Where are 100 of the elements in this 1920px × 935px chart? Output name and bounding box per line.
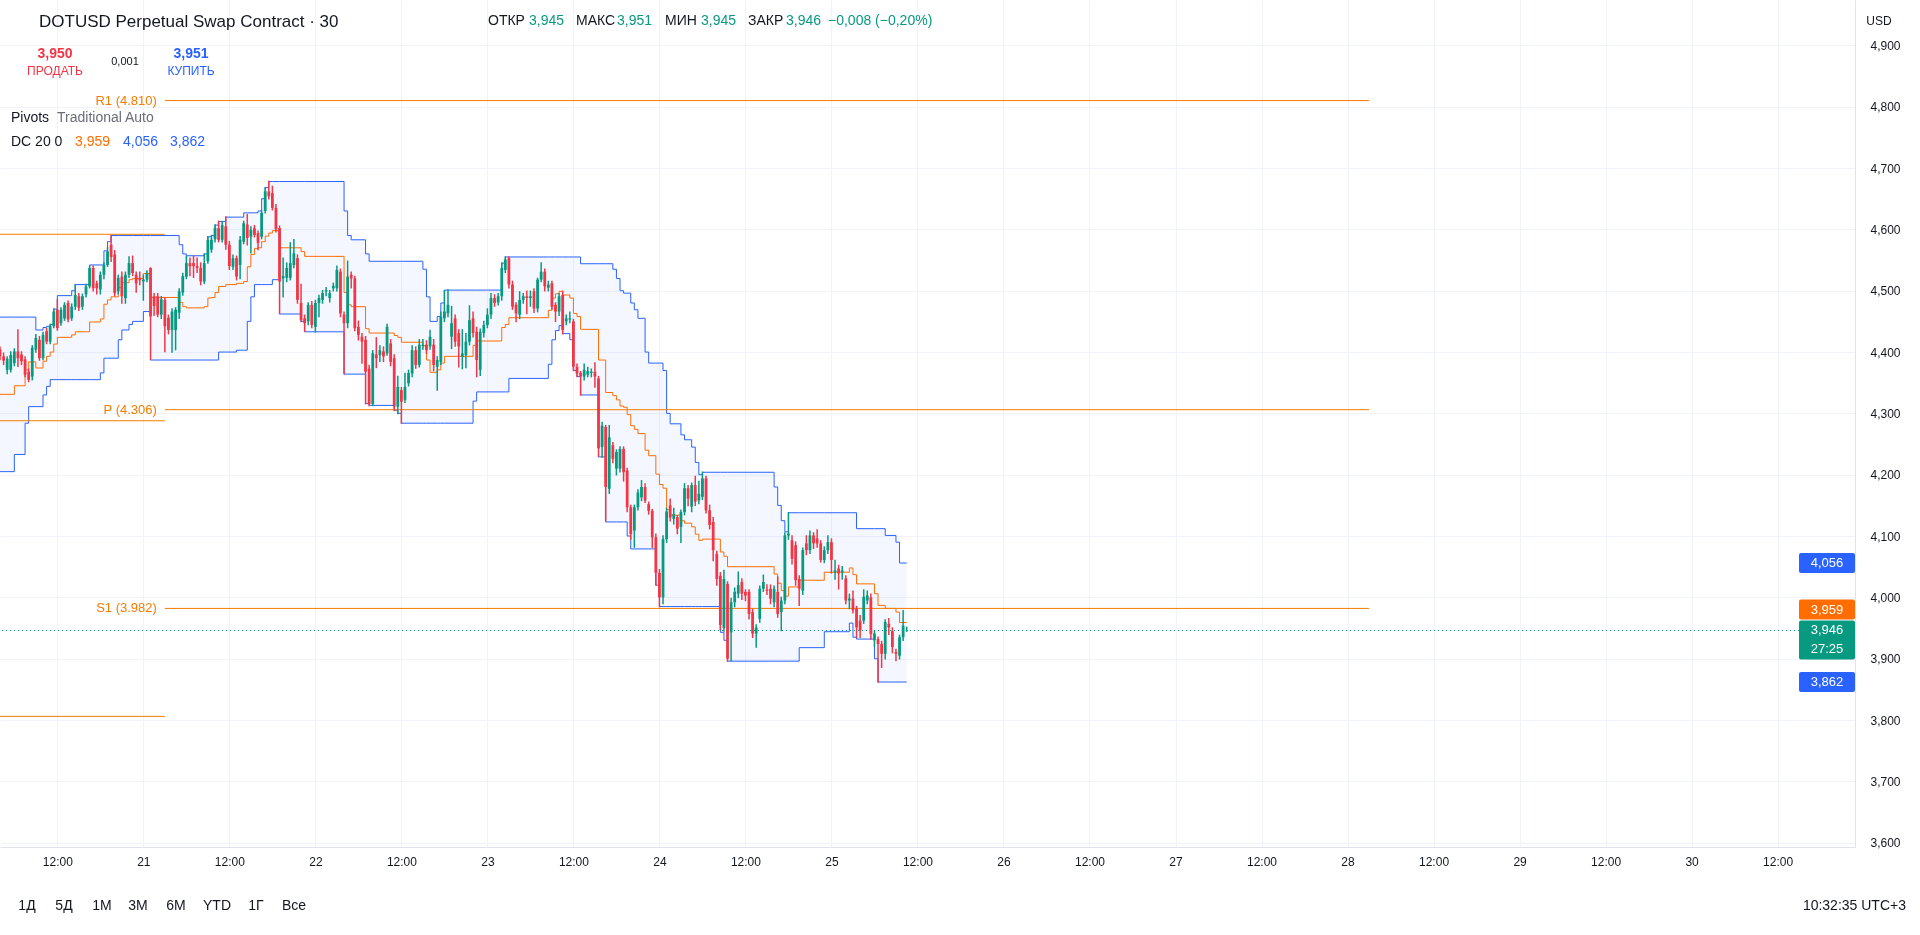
x-tick-label: 12:00 xyxy=(1591,854,1622,869)
text: YTD xyxy=(203,897,231,913)
candlestick xyxy=(525,290,529,315)
candlestick xyxy=(529,290,532,307)
candlestick xyxy=(73,283,77,310)
candlestick xyxy=(217,220,221,243)
candlestick xyxy=(399,386,403,424)
y-tick-label: 3,600 xyxy=(1870,836,1901,851)
y-tick-label: 4,900 xyxy=(1870,38,1901,53)
candlestick xyxy=(414,346,418,369)
annotation: МАКС xyxy=(576,12,616,28)
candlestick xyxy=(812,532,815,550)
candlestick xyxy=(568,311,572,324)
annotation: 3,959 xyxy=(1810,601,1844,617)
annotation: ОТКР xyxy=(488,12,525,28)
y-tick-label: 4,800 xyxy=(1870,100,1901,115)
x-tick-label: 12:00 xyxy=(1247,854,1278,869)
annotation: 4,056 xyxy=(123,133,159,149)
candlestick xyxy=(690,482,694,513)
candlestick xyxy=(38,335,41,361)
candlestick xyxy=(701,471,704,500)
candlestick xyxy=(736,571,740,599)
candlestick xyxy=(141,274,145,301)
candlestick xyxy=(45,327,48,345)
series-label: S1 (3.982) xyxy=(96,600,157,616)
candlestick xyxy=(564,314,568,326)
candlestick xyxy=(615,449,618,476)
annotation: КУПИТЬ xyxy=(167,64,215,78)
candlestick xyxy=(378,345,382,362)
x-tick-label: 21 xyxy=(137,854,151,869)
candlestick xyxy=(425,340,428,355)
y-tick-label: 4,300 xyxy=(1870,406,1901,421)
text: 1Г xyxy=(248,897,265,913)
candlestick xyxy=(518,291,522,320)
candlestick xyxy=(776,576,780,618)
text: 10:32:35 UTC+3 xyxy=(1802,897,1907,913)
text: 5Д xyxy=(55,897,74,913)
candlestick xyxy=(493,294,496,307)
annotation: ПРОДАТЬ xyxy=(27,64,84,78)
ref-line-label: 3,946 xyxy=(1810,622,1844,638)
candlestick xyxy=(697,480,701,505)
candlestick xyxy=(450,305,453,350)
y-tick-label: 4,600 xyxy=(1870,222,1901,237)
candlestick xyxy=(804,535,808,556)
annotation: 27:25 xyxy=(1810,641,1844,657)
annotation: Traditional Auto xyxy=(57,109,154,125)
x-tick-label: 24 xyxy=(653,854,667,869)
text: 1Д xyxy=(18,897,37,913)
annotation: DC 20 0 xyxy=(11,133,63,149)
x-tick-label: 25 xyxy=(825,854,839,869)
candlestick xyxy=(91,265,95,292)
candlestick xyxy=(830,538,833,574)
candlestick xyxy=(288,242,292,281)
y-tick-label: 4,100 xyxy=(1870,529,1901,544)
candlestick xyxy=(235,255,238,281)
annotation: ЗАКР xyxy=(748,12,784,28)
candlestick xyxy=(740,578,744,600)
candlestick xyxy=(417,339,421,368)
x-tick-label: 23 xyxy=(481,854,495,869)
x-tick-label: 22 xyxy=(309,854,323,869)
x-tick-label: 12:00 xyxy=(902,854,934,869)
candlestick xyxy=(306,302,310,326)
x-tick-label: 12:00 xyxy=(558,854,590,869)
candlestick xyxy=(840,565,844,580)
x-tick-label: 12:00 xyxy=(730,854,762,869)
y-tick-label: 4,500 xyxy=(1870,284,1901,299)
candlestick xyxy=(862,589,866,624)
candlestick xyxy=(156,293,160,318)
annotation: Pivots xyxy=(11,109,50,125)
annotation: 3,951 xyxy=(617,12,653,28)
y-tick-label: 4,700 xyxy=(1870,161,1901,176)
x-tick-label: 12:00 xyxy=(1074,854,1106,869)
y-tick-label: 4,200 xyxy=(1870,468,1901,483)
x-tick-label: 12:00 xyxy=(1419,854,1450,869)
y-tick-label: 3,900 xyxy=(1870,652,1901,667)
annotation: МИН xyxy=(665,12,697,28)
candlestick xyxy=(120,271,124,304)
y-tick-label: 3,700 xyxy=(1870,774,1901,789)
text: Все xyxy=(281,897,307,913)
candlestick xyxy=(432,339,436,372)
candlestick xyxy=(374,337,378,369)
candlestick xyxy=(116,274,120,295)
x-tick-label: 29 xyxy=(1513,854,1528,869)
candlestick xyxy=(611,442,615,464)
series-label: P (4.306) xyxy=(103,401,157,417)
text: 1М xyxy=(92,897,112,913)
annotation: −0,008 (−0,20%) xyxy=(828,12,933,28)
candlestick xyxy=(672,507,676,525)
candlestick xyxy=(396,375,400,415)
annotation: 4,056 xyxy=(1810,555,1844,570)
candlestick xyxy=(772,585,776,608)
candlestick xyxy=(313,299,317,333)
candlestick xyxy=(844,575,848,605)
y-tick-label: 4,000 xyxy=(1870,590,1901,605)
candlestick xyxy=(543,268,547,292)
text: 3М xyxy=(128,897,148,913)
candlestick xyxy=(55,299,59,331)
annotation: 3,945 xyxy=(701,12,737,28)
candlestick xyxy=(765,584,769,596)
candlestick xyxy=(460,329,464,370)
